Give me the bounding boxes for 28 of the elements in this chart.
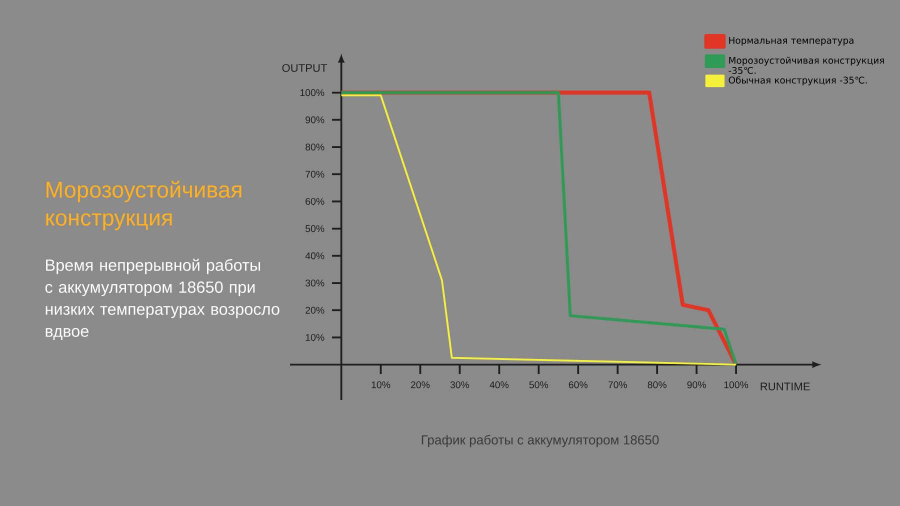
- x-tick-label: 60%: [568, 381, 588, 388]
- x-tick-label: 90%: [687, 381, 706, 388]
- y-tick-label: 30%: [306, 280, 324, 286]
- text: График работы с аккумулятором 18650: [422, 434, 659, 448]
- y-tick-label: 100%: [300, 89, 324, 96]
- y-axis-title: OUTPUT: [282, 64, 327, 72]
- x-tick-label: 50%: [529, 381, 548, 388]
- y-tick-label: 10%: [306, 334, 324, 341]
- y-tick-label: 70%: [306, 170, 324, 178]
- text: Морозоустойчивая конструкция: [46, 180, 242, 230]
- y-tick-label: 50%: [306, 225, 324, 232]
- y-tick-label: 80%: [306, 144, 324, 150]
- y-tick-label: 60%: [306, 198, 324, 205]
- x-tick-label: 70%: [608, 381, 628, 388]
- x-tick-label: 40%: [490, 381, 509, 388]
- x-tick-label: 20%: [411, 381, 430, 388]
- x-tick-label: 30%: [450, 381, 470, 388]
- legend-label: Морозоустойчивая конструкция -35℃.: [728, 56, 884, 74]
- x-tick-label: 80%: [648, 381, 666, 388]
- y-tick-label: 40%: [305, 252, 324, 260]
- x-tick-label: 10%: [372, 381, 390, 388]
- y-tick-label: 90%: [306, 116, 324, 124]
- x-axis-title: RUNTIME: [760, 382, 810, 390]
- x-tick-label: 100%: [724, 381, 748, 388]
- legend-label: Нормальная температура: [729, 37, 854, 46]
- y-tick-label: 20%: [306, 306, 324, 314]
- text: Время непрерывной работы с аккумулятором 18650 при низких температурах возросло вдвое: [45, 258, 280, 340]
- legend-label: Обычная конструкция -35℃.: [728, 76, 867, 86]
